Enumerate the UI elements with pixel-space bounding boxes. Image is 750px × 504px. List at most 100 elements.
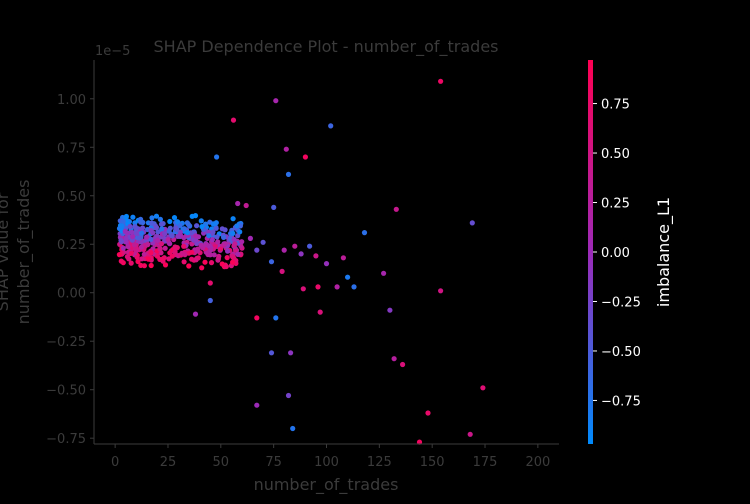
data-point bbox=[124, 254, 130, 260]
data-point bbox=[207, 247, 214, 253]
colorbar-tick-label: 0.25 bbox=[601, 197, 630, 212]
data-point bbox=[184, 229, 190, 236]
data-point bbox=[192, 213, 199, 219]
data-point bbox=[133, 225, 139, 231]
data-point bbox=[231, 255, 237, 261]
data-point bbox=[165, 237, 171, 243]
data-point bbox=[219, 226, 225, 232]
colorbar-tick-label: −0.75 bbox=[601, 394, 641, 409]
data-point bbox=[125, 243, 131, 250]
data-point bbox=[381, 270, 387, 276]
data-point bbox=[207, 280, 213, 286]
data-point bbox=[345, 274, 351, 280]
data-point bbox=[391, 356, 397, 362]
data-point bbox=[167, 218, 173, 225]
data-point bbox=[148, 228, 154, 234]
data-point bbox=[285, 392, 292, 399]
data-point bbox=[283, 146, 289, 152]
data-point bbox=[155, 237, 161, 243]
data-point bbox=[139, 239, 145, 245]
y-tick-label: 0.50 bbox=[57, 190, 86, 205]
data-point bbox=[209, 237, 215, 243]
data-point bbox=[130, 214, 136, 220]
data-point bbox=[149, 220, 155, 226]
data-point bbox=[211, 252, 217, 258]
data-point bbox=[181, 235, 187, 241]
chart-title: SHAP Dependence Plot - number_of_trades bbox=[154, 37, 499, 57]
data-point bbox=[393, 206, 399, 212]
x-tick-label: 200 bbox=[525, 455, 550, 470]
data-point bbox=[239, 239, 245, 245]
data-point bbox=[148, 236, 154, 242]
data-point bbox=[182, 252, 188, 258]
data-point bbox=[184, 220, 190, 226]
data-point bbox=[323, 261, 330, 267]
y-tick-label: 0.75 bbox=[57, 141, 86, 156]
data-point bbox=[235, 251, 241, 257]
data-point bbox=[174, 219, 180, 225]
data-point bbox=[216, 253, 222, 259]
y-tick-label: 0.00 bbox=[57, 287, 86, 302]
data-point bbox=[138, 244, 144, 250]
data-point bbox=[194, 248, 200, 254]
x-tick-label: 100 bbox=[314, 455, 339, 470]
data-point bbox=[116, 252, 122, 258]
data-point bbox=[192, 311, 199, 317]
data-point bbox=[162, 231, 168, 237]
y-tick-label: −0.50 bbox=[46, 384, 86, 399]
data-point bbox=[127, 223, 133, 230]
data-point bbox=[247, 235, 253, 241]
data-point bbox=[160, 256, 166, 262]
data-point bbox=[313, 253, 319, 259]
data-point bbox=[148, 250, 154, 256]
data-point bbox=[118, 258, 124, 264]
y-tick-label: −0.75 bbox=[46, 432, 86, 447]
data-point bbox=[243, 202, 249, 209]
data-point bbox=[480, 385, 486, 391]
data-point bbox=[157, 246, 163, 252]
data-point bbox=[130, 233, 136, 240]
data-point bbox=[118, 237, 124, 244]
data-point bbox=[467, 431, 473, 437]
data-point bbox=[172, 249, 178, 255]
y-tick-label: 0.25 bbox=[57, 238, 86, 253]
data-point bbox=[317, 309, 323, 315]
data-point bbox=[134, 254, 140, 260]
x-axis-label: number_of_trades bbox=[254, 475, 399, 495]
data-point bbox=[230, 230, 236, 236]
data-point bbox=[198, 218, 204, 224]
data-point bbox=[438, 288, 444, 294]
data-point bbox=[145, 241, 151, 247]
y-axis-label-line1: SHAP value for bbox=[0, 192, 12, 311]
data-point bbox=[155, 229, 161, 235]
x-tick-label: 75 bbox=[265, 455, 282, 470]
data-point bbox=[169, 233, 175, 239]
data-point bbox=[139, 256, 145, 262]
data-point bbox=[199, 265, 205, 271]
x-tick-label: 175 bbox=[473, 455, 498, 470]
data-point bbox=[292, 243, 298, 249]
data-point bbox=[129, 229, 135, 235]
y-scale-label: 1e−5 bbox=[95, 44, 130, 59]
data-point bbox=[153, 224, 160, 231]
data-point bbox=[123, 235, 129, 241]
data-point bbox=[181, 226, 187, 232]
data-point bbox=[198, 242, 204, 248]
data-point bbox=[254, 247, 260, 253]
data-point bbox=[208, 260, 215, 266]
data-point bbox=[135, 258, 141, 265]
data-point bbox=[120, 218, 126, 225]
data-point bbox=[119, 223, 125, 229]
data-point bbox=[145, 256, 151, 262]
data-point bbox=[173, 225, 179, 231]
data-point bbox=[153, 213, 160, 219]
data-point bbox=[154, 253, 160, 259]
x-tick-label: 125 bbox=[367, 455, 392, 470]
data-point bbox=[166, 228, 172, 234]
data-point bbox=[222, 241, 228, 247]
data-point bbox=[167, 250, 173, 256]
data-point bbox=[131, 242, 138, 248]
colorbar-label: imbalance_L1 bbox=[654, 197, 674, 307]
data-point bbox=[225, 248, 231, 254]
x-tick-label: 50 bbox=[213, 455, 230, 470]
